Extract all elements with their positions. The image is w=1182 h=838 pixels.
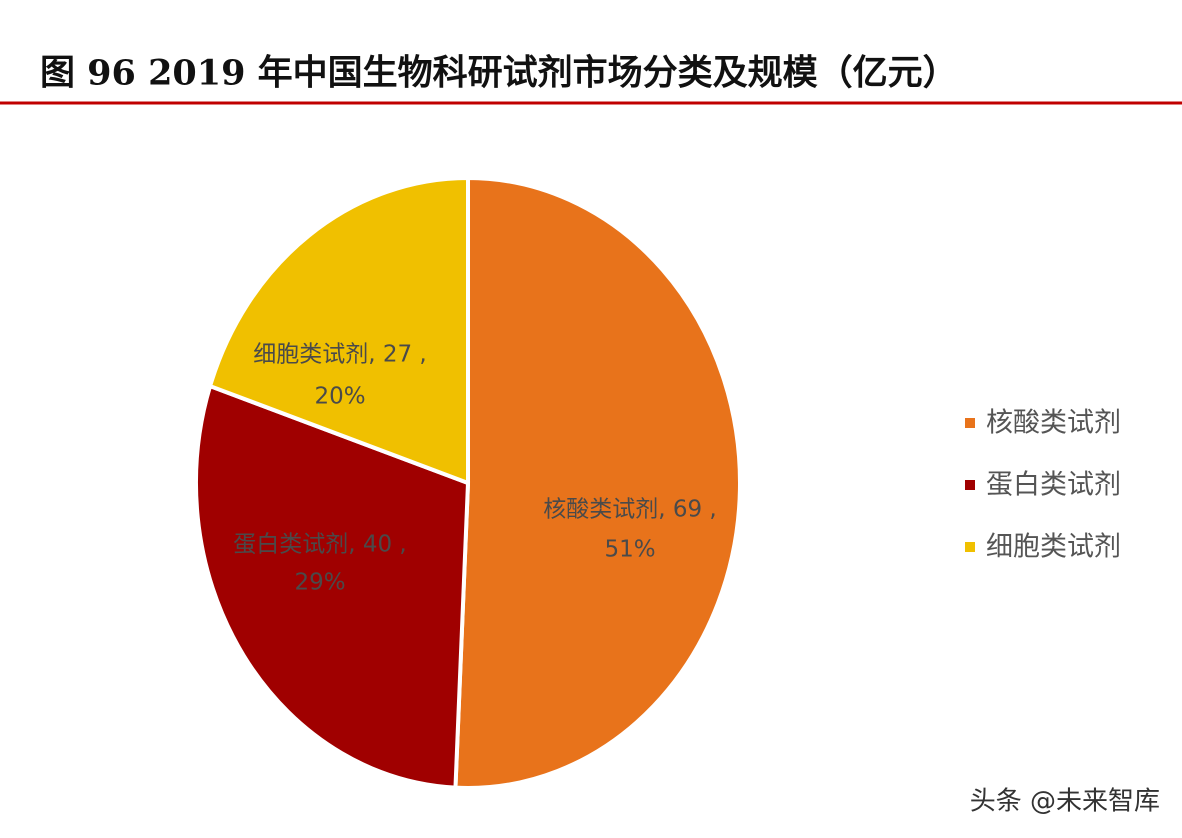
percent-label: 51% [604,537,655,563]
watermark: 头条 @未来智库 [970,787,1160,817]
percent-label: 20% [314,384,365,410]
data-label: 蛋白类试剂, 40 , [233,532,407,558]
pie-slice [453,175,742,790]
data-label: 细胞类试剂, 27 , [253,342,427,368]
legend-swatch [965,542,975,552]
percent-label: 29% [294,570,345,596]
pie-slice [194,383,471,790]
legend-label: 核酸类试剂 [986,408,1121,439]
legend-label: 蛋白类试剂 [986,470,1121,501]
chart-title: 图 96 2019 年中国生物科研试剂市场分类及规模（亿元） [40,53,958,94]
legend-swatch [965,480,975,490]
data-label: 核酸类试剂, 69 , [543,497,717,523]
pie-slice [207,175,470,486]
legend-label: 细胞类试剂 [986,532,1121,563]
legend-swatch [965,418,975,428]
